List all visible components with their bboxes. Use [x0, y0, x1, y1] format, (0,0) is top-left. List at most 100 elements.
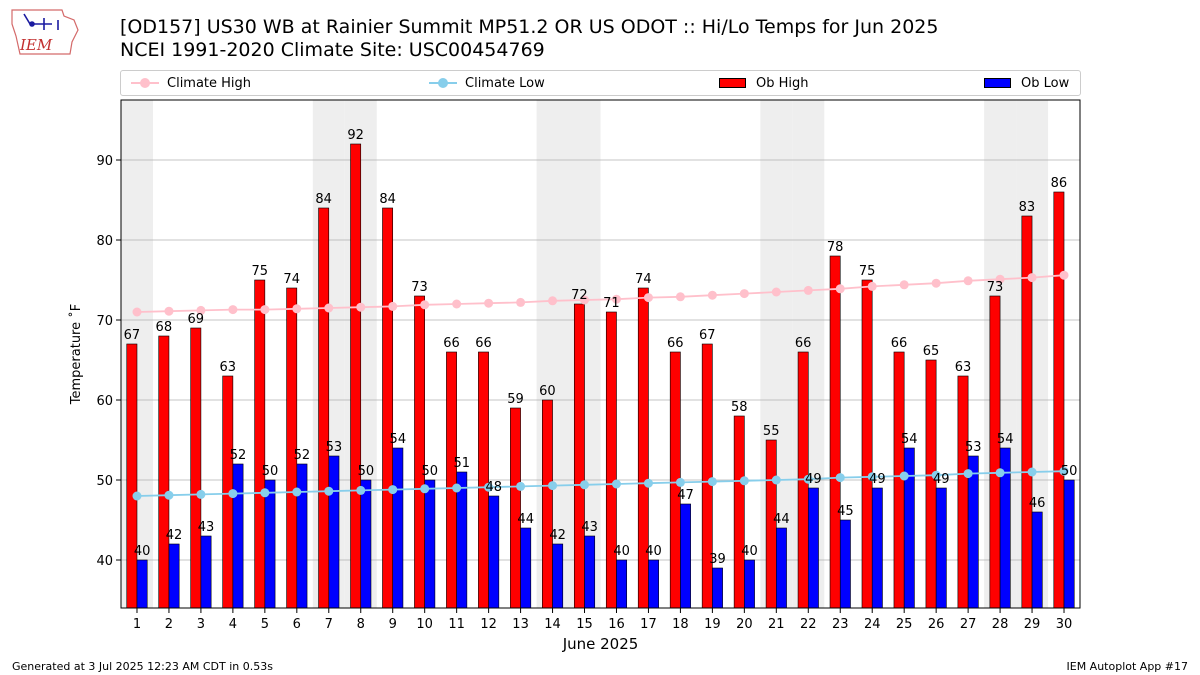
ob-low-bar-26 [935, 487, 947, 609]
climate-low-point-17 [643, 478, 653, 488]
x-tick-label-24: 24 [864, 617, 881, 632]
ob-high-label-10: 73 [411, 280, 428, 295]
ob-high-label-28: 73 [987, 280, 1004, 295]
climate-low-line [136, 470, 1065, 497]
ob-low-bar-29 [1031, 511, 1043, 609]
app-id: IEM Autoplot App #17 [1066, 660, 1189, 673]
climate-high-point-27 [963, 276, 973, 286]
ob-high-bar-8 [350, 143, 362, 609]
ob-high-bar-9 [382, 207, 394, 609]
ob-low-bar-4 [232, 463, 244, 609]
climate-high-point-17 [643, 293, 653, 303]
ob-high-label-15: 72 [571, 288, 588, 303]
ob-low-label-7: 53 [326, 440, 343, 455]
ob-high-label-16: 71 [603, 296, 620, 311]
climate-low-point-25 [899, 471, 909, 481]
ob-low-bar-1 [136, 559, 148, 609]
ob-low-label-10: 50 [422, 464, 439, 479]
climate-low-point-11 [452, 483, 462, 493]
legend-item-ob-high: Ob High [719, 74, 809, 92]
climate-high-point-4 [228, 305, 238, 315]
climate-high-point-6 [292, 304, 302, 314]
climate-high-point-15 [580, 295, 590, 305]
ob-low-bar-20 [744, 559, 755, 609]
climate-high-point-3 [196, 305, 206, 315]
climate-low-point-15 [580, 480, 590, 490]
ob-high-label-5: 75 [251, 264, 268, 279]
climate-low-swatch [429, 78, 457, 88]
climate-high-point-14 [548, 296, 558, 306]
legend-item-climate-high: Climate High [131, 74, 251, 92]
ob-high-bar-3 [190, 327, 202, 609]
x-tick-label-13: 13 [512, 617, 529, 632]
weather-station-icon [23, 13, 59, 30]
y-tick-label-60: 60 [96, 394, 113, 409]
ob-low-bar-5 [264, 479, 276, 609]
ob-low-swatch [984, 78, 1011, 88]
ob-low-bar-16 [616, 559, 628, 609]
ob-low-bar-24 [871, 487, 883, 609]
x-tick-label-28: 28 [992, 617, 1009, 632]
ob-high-label-8: 92 [347, 128, 364, 143]
ob-low-label-28: 54 [997, 432, 1014, 447]
ob-low-bar-12 [488, 495, 500, 609]
x-tick-label-5: 5 [261, 617, 269, 632]
ob-low-bar-17 [648, 559, 659, 609]
legend: Climate High Climate Low Ob High Ob Low [120, 70, 1081, 96]
iem-logo: IEM [11, 9, 79, 55]
ob-low-label-12: 48 [485, 480, 502, 495]
ob-high-label-17: 74 [635, 272, 652, 287]
x-tick-label-7: 7 [325, 617, 333, 632]
climate-high-point-22 [803, 285, 813, 295]
ob-low-label-3: 43 [198, 520, 215, 535]
x-tick-label-21: 21 [768, 617, 785, 632]
logo-text: IEM [19, 36, 53, 54]
ob-high-bar-2 [158, 335, 170, 609]
climate-high-swatch [131, 78, 159, 88]
ob-low-bar-21 [776, 527, 787, 609]
climate-high-point-5 [260, 305, 270, 315]
ob-high-bar-16 [605, 311, 617, 609]
ob-low-bar-30 [1063, 479, 1075, 609]
y-axis-label: Temperature ˚F [68, 304, 84, 405]
ob-low-label-25: 54 [901, 432, 918, 447]
climate-low-point-22 [803, 474, 813, 484]
climate-high-point-26 [931, 278, 941, 288]
climate-low-point-29 [1027, 467, 1037, 477]
ob-low-bar-7 [328, 455, 340, 609]
ob-low-label-23: 45 [837, 504, 854, 519]
ob-low-bar-10 [424, 479, 436, 609]
x-tick-label-29: 29 [1024, 617, 1041, 632]
climate-low-point-18 [675, 477, 685, 487]
x-tick-label-2: 2 [165, 617, 173, 632]
climate-high-point-24 [867, 281, 877, 291]
ob-low-bar-19 [712, 567, 723, 609]
x-tick-label-26: 26 [928, 617, 945, 632]
ob-high-swatch [719, 78, 746, 88]
ob-high-label-25: 66 [891, 336, 908, 351]
ob-high-bar-10 [414, 295, 425, 609]
climate-high-point-29 [1027, 273, 1037, 283]
ob-high-bar-30 [1053, 191, 1065, 609]
climate-high-point-25 [899, 280, 909, 290]
climate-high-point-28 [995, 274, 1005, 284]
ob-low-label-11: 51 [453, 456, 470, 471]
x-tick-label-11: 11 [448, 617, 465, 632]
ob-high-label-30: 86 [1051, 176, 1068, 191]
ob-high-label-24: 75 [859, 264, 876, 279]
ob-low-label-1: 40 [134, 544, 151, 559]
climate-high-point-11 [452, 299, 462, 309]
ob-low-label-9: 54 [390, 432, 407, 447]
ob-high-label-29: 83 [1019, 200, 1036, 215]
ob-low-label-27: 53 [965, 440, 982, 455]
climate-low-point-4 [228, 489, 238, 499]
climate-high-point-9 [388, 301, 398, 311]
y-tick-label-40: 40 [96, 554, 113, 569]
y-tick-label-50: 50 [96, 474, 113, 489]
climate-high-point-19 [707, 290, 717, 300]
x-tick-label-6: 6 [293, 617, 301, 632]
legend-item-climate-low: Climate Low [429, 74, 545, 92]
ob-high-bar-19 [701, 343, 713, 609]
x-tick-label-4: 4 [229, 617, 237, 632]
